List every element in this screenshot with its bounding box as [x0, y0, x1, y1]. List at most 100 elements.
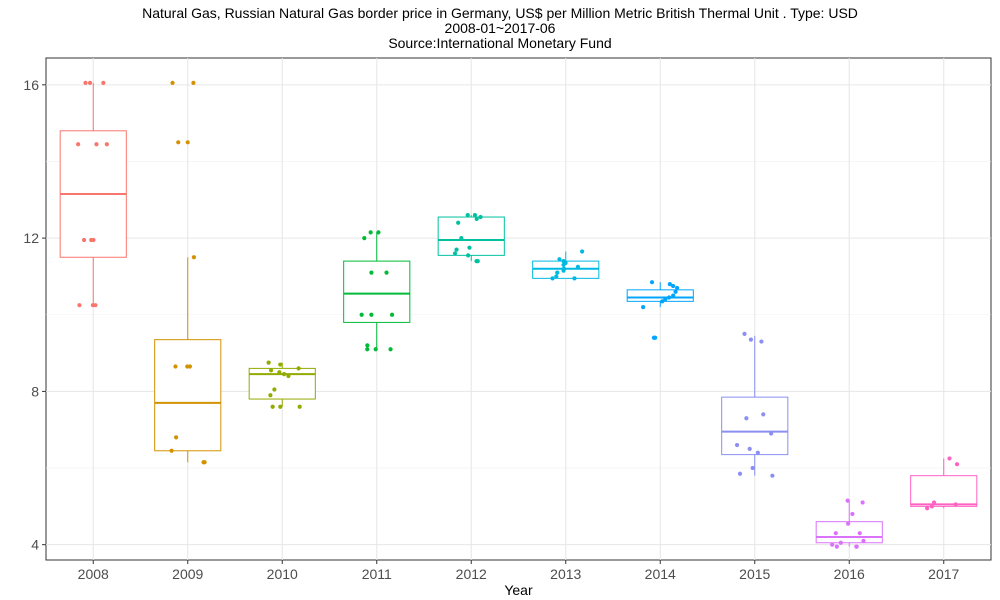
data-point [93, 303, 98, 308]
data-point [465, 253, 471, 258]
data-point [830, 542, 835, 547]
x-tick-label: 2017 [928, 566, 959, 582]
data-point [388, 347, 393, 352]
data-point [860, 500, 865, 505]
data-point [833, 531, 838, 536]
x-tick-label: 2008 [78, 566, 109, 582]
data-point [465, 213, 470, 218]
data-point [368, 230, 373, 235]
data-point [861, 538, 866, 543]
data-point [554, 274, 559, 279]
y-tick-label: 12 [23, 230, 39, 246]
x-tick-label: 2016 [834, 566, 865, 582]
data-point [389, 312, 395, 317]
x-tick-label: 2013 [550, 566, 581, 582]
data-point [674, 285, 680, 291]
data-point [555, 270, 560, 275]
data-point [81, 237, 87, 243]
data-point [472, 213, 478, 218]
box-iqr [154, 339, 222, 452]
data-point [667, 281, 672, 287]
data-point [173, 364, 178, 369]
box-2016 [815, 500, 883, 547]
data-point [94, 142, 99, 147]
data-point [362, 236, 367, 241]
data-point [737, 471, 743, 476]
x-tick-label: 2010 [267, 566, 298, 582]
data-point [369, 270, 374, 275]
data-point [755, 450, 760, 455]
x-tick-label: 2014 [645, 566, 676, 582]
data-point [550, 276, 555, 281]
data-point [83, 80, 88, 86]
data-point [769, 431, 774, 436]
data-point [641, 304, 646, 310]
x-tick-label: 2009 [172, 566, 203, 582]
data-point [296, 366, 301, 371]
data-point [76, 142, 81, 147]
boxes [59, 82, 978, 547]
data-point [953, 502, 958, 507]
data-point [572, 276, 577, 281]
data-point [456, 220, 461, 225]
data-point [270, 404, 275, 409]
y-tick-label: 16 [23, 77, 39, 93]
data-point [759, 339, 764, 344]
data-point [742, 331, 747, 337]
data-point [660, 299, 665, 304]
data-point [925, 506, 930, 511]
data-point [838, 540, 843, 545]
data-point [77, 303, 82, 308]
data-point [663, 297, 668, 302]
data-point [268, 393, 273, 398]
x-axis-title: Year [504, 582, 533, 598]
data-point [365, 347, 370, 352]
data-point [376, 230, 381, 235]
data-point [748, 337, 754, 342]
data-point [278, 404, 283, 409]
data-point [101, 80, 106, 86]
data-point [359, 312, 364, 317]
data-point [185, 140, 190, 145]
data-point [104, 142, 109, 147]
data-point [369, 312, 374, 317]
box-iqr [626, 289, 694, 302]
chart-subtitle: 2008-01~2017-06 [444, 20, 556, 36]
data-point [87, 80, 93, 86]
points [76, 80, 960, 549]
y-tick-label: 4 [31, 537, 39, 553]
data-point [931, 500, 937, 505]
data-point [857, 531, 862, 536]
data-point [191, 255, 197, 260]
data-point [272, 387, 277, 392]
x-tick-label: 2015 [739, 566, 770, 582]
data-point [929, 504, 934, 509]
data-point [452, 251, 458, 256]
data-point [750, 465, 755, 471]
data-point [365, 343, 370, 348]
data-point [478, 214, 483, 220]
data-point [649, 280, 655, 285]
data-point [747, 446, 752, 451]
data-point [575, 264, 581, 269]
box-2008 [59, 82, 127, 306]
data-point [281, 372, 287, 377]
box-iqr [248, 367, 316, 400]
data-point [671, 283, 676, 289]
data-point [174, 435, 179, 440]
data-point [667, 295, 672, 300]
data-point [191, 80, 196, 86]
data-point [467, 245, 472, 250]
data-point [846, 521, 851, 526]
data-point [278, 362, 283, 367]
data-point [673, 289, 678, 294]
data-point [185, 364, 190, 369]
data-point [947, 456, 952, 461]
box-2011 [343, 232, 411, 350]
data-point [474, 216, 479, 222]
data-point [561, 262, 566, 268]
data-point [176, 140, 181, 145]
data-point [761, 412, 766, 417]
box-2009 [154, 257, 222, 463]
